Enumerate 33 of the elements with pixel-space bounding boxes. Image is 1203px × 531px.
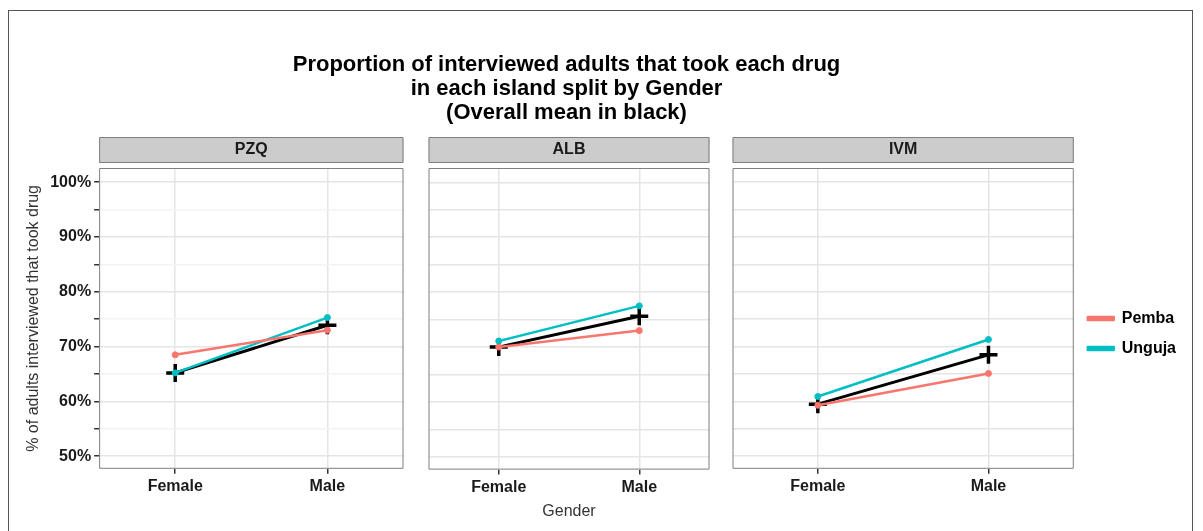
y-tick-label: 70%: [59, 337, 92, 355]
legend-label: Pemba: [1121, 308, 1175, 326]
point: [171, 351, 179, 359]
x-axis-title: Gender: [542, 501, 597, 519]
point: [495, 343, 503, 351]
point: [984, 335, 992, 343]
text: Proportion of interviewed adults that took each drug in each island split by Gender (Overall mean in black): [291, 51, 842, 124]
x-tick-label: Male: [970, 476, 1007, 494]
x-tick-label: Male: [309, 476, 346, 494]
point: [635, 327, 643, 335]
y-tick-label: 50%: [59, 446, 92, 464]
y-axis-title: % of adults interviewed that took drug: [24, 184, 42, 452]
point: [635, 302, 643, 310]
legend-label: Unguja: [1121, 338, 1177, 356]
point: [984, 369, 992, 377]
point: [814, 401, 822, 409]
point: [977, 344, 1000, 366]
y-tick-label: 60%: [59, 391, 92, 409]
chart-subtitle: PZQ: [234, 140, 268, 158]
y-tick-label: 90%: [59, 227, 92, 245]
point: [814, 392, 822, 400]
point: [495, 337, 503, 345]
x-tick-label: Male: [621, 477, 658, 495]
y-tick-label: 100%: [50, 172, 92, 190]
y-tick-label: 80%: [59, 282, 92, 300]
chart-subtitle: IVM: [888, 140, 918, 158]
x-tick-label: Female: [471, 477, 527, 495]
x-tick-label: Female: [147, 476, 203, 494]
point: [171, 369, 179, 377]
point: [323, 314, 331, 322]
x-tick-label: Female: [790, 476, 846, 494]
chart-subtitle: ALB: [552, 140, 586, 158]
point: [323, 326, 331, 334]
